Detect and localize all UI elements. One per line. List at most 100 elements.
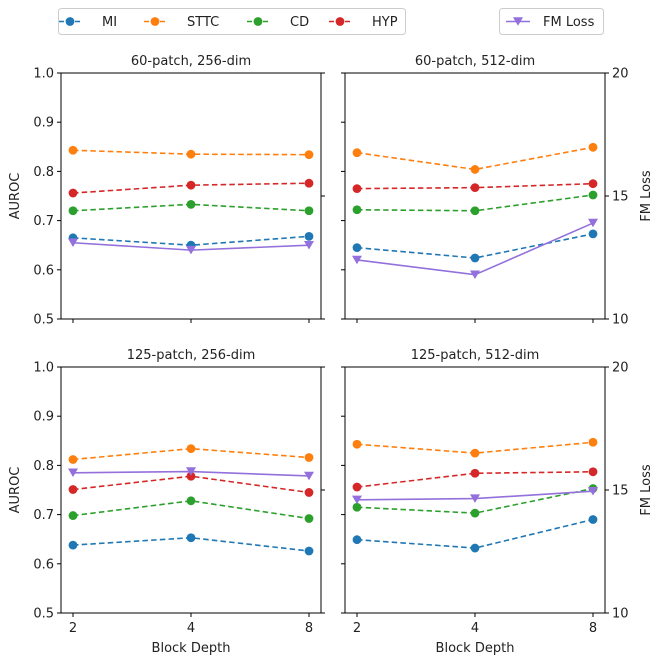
point-hyp [588,179,598,189]
series-fm-loss [352,218,598,279]
y-tick-label: 0.7 [33,214,54,229]
point-mi [352,535,362,545]
point-hyp [352,184,362,194]
panel-title: 125-patch, 256-dim [127,348,256,363]
subplot-grid: 60-patch, 256-dim 0.5 0.6 0.7 0.8 0.9 1.0 AUROC… [8,54,654,656]
panel-125-patch-512-dim: 125-patch, 512-dim 10 15 20 2 4 8 FM Loss Block … [341,348,654,656]
y-tick-label: 0.9 [33,410,54,425]
legend-label-sttc: STTC [187,15,219,30]
axes-frame [60,366,322,614]
panel-60-patch-512-dim: 60-patch, 512-dim 10 15 20 FM Loss [341,54,654,328]
y-tick-label: 0.5 [33,313,54,328]
series-hyp [68,471,314,497]
point-hyp [186,180,196,190]
series-fm-loss [68,467,314,481]
x-tick-label: 4 [187,621,195,636]
legend-marker-sttc [150,17,160,26]
point-cd [186,199,196,209]
legend-marker-hyp [335,17,345,26]
point-fm-loss [68,468,78,478]
y2-tick-label: 15 [612,190,629,205]
series-sttc [68,145,314,160]
point-hyp [304,488,314,497]
series-sttc [352,142,598,174]
legend-label-hyp: HYP [372,15,398,30]
point-cd [352,205,362,215]
point-hyp [588,467,598,477]
series-hyp [352,467,598,492]
point-mi [68,540,78,550]
point-cd [470,206,480,216]
legend-box [499,8,604,35]
series-mi [352,229,598,263]
x-tick-label: 2 [353,621,361,636]
legend-label-fm-loss: FM Loss [543,15,595,30]
x-tick-label: 8 [305,621,313,636]
point-sttc [186,149,196,159]
series-cd [68,496,314,523]
point-fm-loss [304,240,314,250]
y2-axis-label: FM Loss [639,464,654,516]
point-fm-loss [352,495,362,505]
point-hyp [68,188,78,198]
y-tick-label: 1.0 [33,67,54,82]
point-cd [304,514,314,523]
legend-marker-fm-loss [513,17,523,26]
panel-125-patch-256-dim: 125-patch, 256-dim 0.5 0.6 0.7 0.8 0.9 1.0 2 4 8 A… [8,348,325,656]
x-axis-label: Block Depth [152,641,231,656]
point-hyp [186,471,196,481]
series-sttc [352,437,598,458]
y-tick-label: 0.8 [33,459,54,474]
point-sttc [588,437,598,447]
y2-axis-label: FM Loss [639,170,654,222]
series-line-hyp [72,475,310,494]
point-cd [470,508,480,518]
point-hyp [304,178,314,188]
point-fm-loss [68,238,78,247]
y-axis-label: AUROC [8,467,23,514]
point-sttc [186,444,196,454]
point-cd [68,511,78,520]
y2-tick-label: 10 [612,313,629,328]
point-mi [470,253,480,263]
point-fm-loss [470,494,480,503]
point-fm-loss [186,467,196,476]
series-hyp [68,178,314,198]
point-sttc [470,165,480,174]
point-mi [352,243,362,253]
point-cd [68,206,78,216]
point-sttc [588,142,598,152]
point-fm-loss [588,486,598,496]
point-cd [304,206,314,216]
series-line-sttc [356,146,594,171]
x-tick-label: 8 [589,621,597,636]
y-tick-label: 0.9 [33,116,54,131]
point-fm-loss [470,270,480,279]
y-axis-label: AUROC [8,173,23,220]
series-cd [68,199,314,216]
point-fm-loss [352,255,362,265]
y2-tick-label: 15 [612,484,629,499]
series-sttc [68,444,314,464]
series-mi [352,515,598,553]
y-tick-label: 0.5 [33,607,54,622]
point-fm-loss [588,218,598,228]
axes-frame [344,366,606,614]
panel-title: 60-patch, 512-dim [415,54,535,69]
series-line-cd [72,500,310,520]
y-tick-label: 0.7 [33,508,54,523]
series-hyp [352,179,598,194]
series-line-hyp [356,470,594,488]
point-mi [588,229,598,239]
point-cd [352,502,362,512]
y-tick-label: 1.0 [33,361,54,376]
point-hyp [470,183,480,193]
series-fm-loss [68,238,314,255]
series-mi [68,533,314,556]
legend-box [58,8,406,35]
axes-frame [344,72,606,320]
legend-marker-cd [253,17,263,26]
axes-frame [60,72,322,320]
point-mi [186,533,196,543]
